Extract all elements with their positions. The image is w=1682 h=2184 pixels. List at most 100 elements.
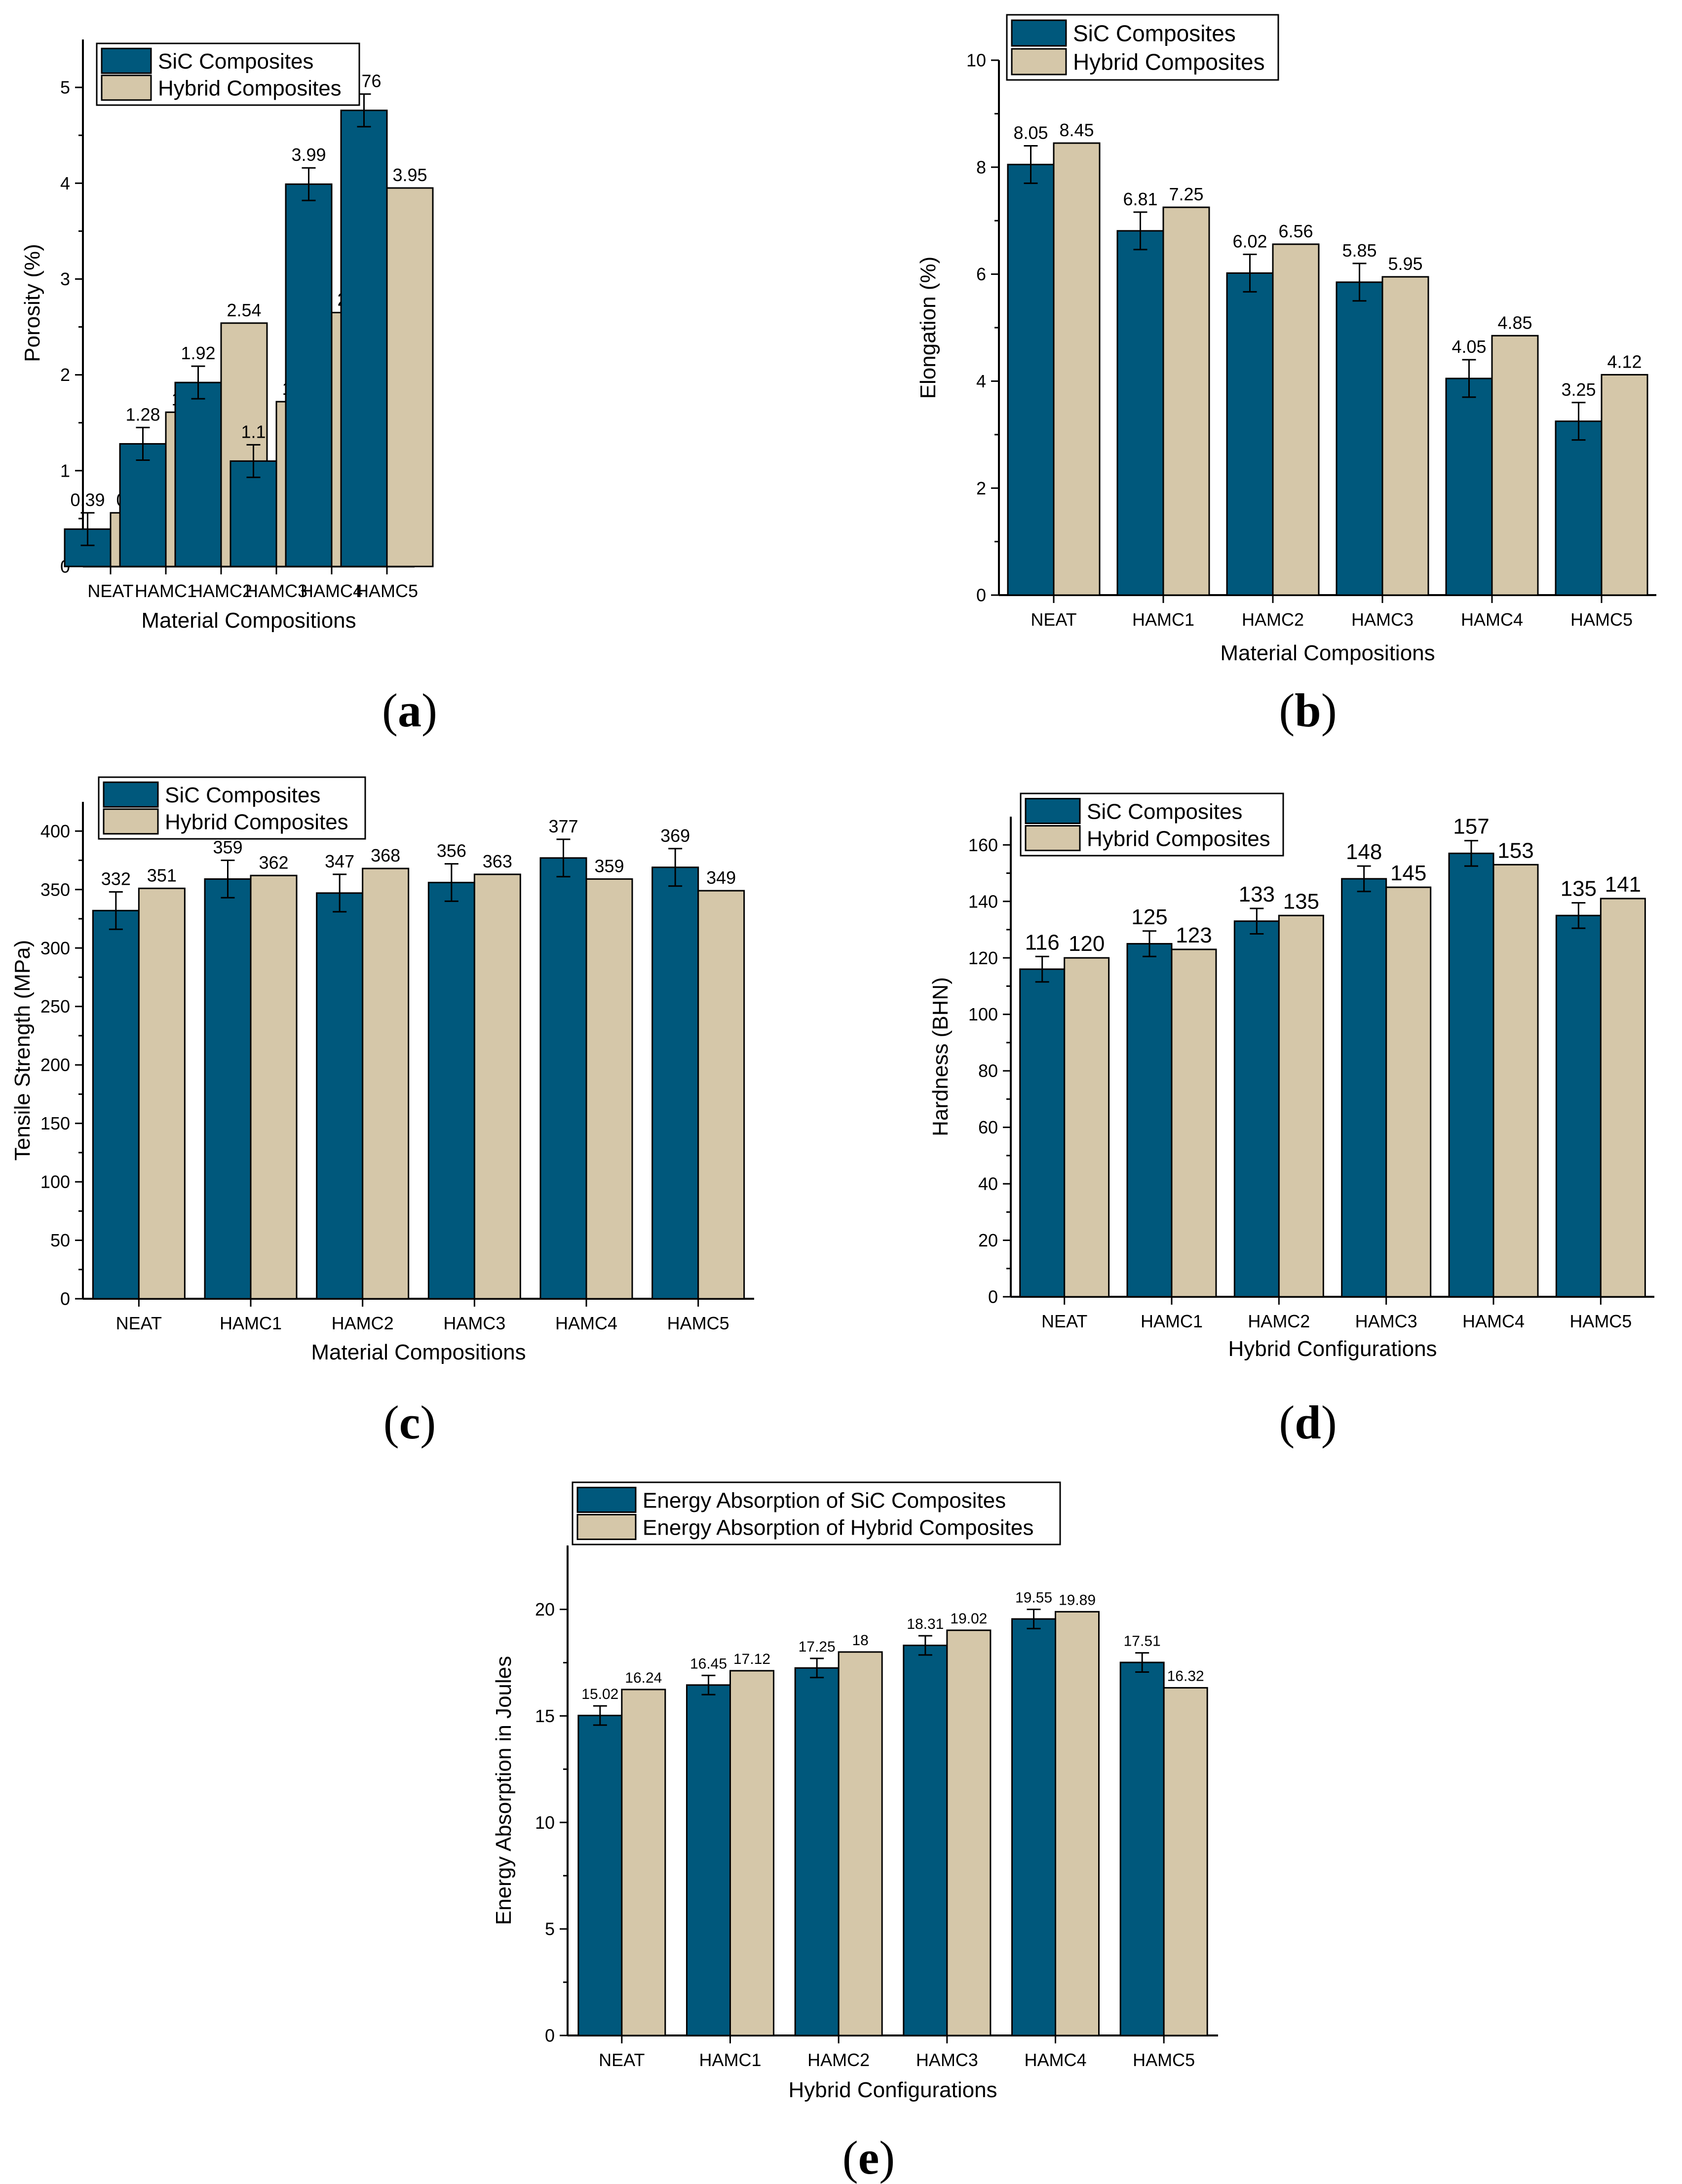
data-label-sic: 116 (1025, 930, 1060, 954)
chart-b: 0 2 4 6 8 10 NEAT 8.05 8.45 HAMC1 6.81 7.25 HAMC2 6.0… (916, 14, 1656, 737)
data-label-hybrid: 368 (371, 845, 400, 866)
data-label-sic: 3.99 (291, 145, 326, 165)
y-tick-label: 5 (545, 1919, 555, 1939)
bar-sic-hamc5 (651, 866, 699, 1300)
bar-hybrid-hamc1 (250, 874, 298, 1300)
bar-hybrid-neat (621, 1689, 666, 2036)
data-label-sic: 15.02 (581, 1686, 618, 1702)
x-tick-label: HAMC3 (1351, 609, 1414, 630)
x-tick-label: HAMC1 (699, 2050, 761, 2070)
legend: SiC Composites Hybrid Composites (1020, 792, 1284, 857)
bar-hybrid-hamc3 (473, 873, 521, 1300)
bar-sic-hamc3 (1341, 878, 1387, 1298)
bar-sic-hamc3 (229, 460, 277, 567)
data-label-sic: 157 (1453, 815, 1489, 839)
x-tick-label: NEAT (116, 1313, 162, 1333)
x-tick-label: HAMC4 (1462, 1311, 1525, 1331)
y-tick-label: 6 (976, 264, 986, 284)
x-axis-label: Material Compositions (1220, 641, 1435, 665)
legend-box (572, 1481, 1061, 1545)
data-label-sic: 1.28 (125, 404, 160, 424)
x-tick-label: NEAT (87, 581, 133, 601)
legend-label-sic: SiC Composites (1087, 799, 1242, 824)
y-tick-label: 4 (976, 371, 986, 391)
data-label-sic: 148 (1346, 840, 1382, 864)
y-tick-label: 0 (545, 2026, 555, 2046)
y-tick-label: 50 (50, 1230, 70, 1250)
y-tick-label: 300 (40, 938, 70, 958)
bar-sic-hamc2 (1226, 272, 1274, 596)
bar-hybrid-hamc1 (1162, 206, 1210, 596)
legend: Energy Absorption of SiC Composites Energ… (572, 1481, 1061, 1545)
x-tick-label: HAMC4 (1461, 609, 1523, 630)
legend-label-sic: SiC Composites (1073, 21, 1236, 46)
y-tick-label: 40 (978, 1174, 998, 1194)
x-axis-label: Material Compositions (311, 1340, 526, 1364)
legend-label-hybrid: Hybrid Composites (1073, 49, 1265, 75)
bar-hybrid-hamc2 (1278, 914, 1324, 1298)
x-tick-label: HAMC5 (1569, 1311, 1632, 1331)
bar-sic-hamc1 (119, 443, 167, 567)
data-label-sic: 17.25 (799, 1639, 836, 1655)
x-tick-label: HAMC5 (356, 581, 418, 601)
y-tick-label: 5 (60, 77, 70, 98)
x-tick-label: HAMC2 (1242, 609, 1304, 630)
bar-sic-neat (577, 1715, 623, 2036)
bar-hybrid-hamc1 (729, 1670, 774, 2036)
x-tick-label: HAMC5 (1570, 609, 1633, 630)
bar-hybrid-hamc2 (362, 867, 410, 1300)
data-label-hybrid: 359 (594, 856, 624, 876)
legend-label-hybrid: Energy Absorption of Hybrid Composites (643, 1515, 1033, 1540)
y-tick-label: 10 (535, 1812, 555, 1833)
data-label-sic: 0.39 (70, 490, 105, 510)
legend-swatch-hybrid (1025, 825, 1081, 851)
legend-swatch-sic (1025, 798, 1081, 824)
chart-e: 0 5 10 15 20 NEAT 15.02 16.24 HAMC1 16.45 17.12 HAM… (492, 1481, 1218, 2184)
chart-d: 0 20 40 60 80 100 120 140 160 NEAT 116 120 HAMC1 125 1… (928, 792, 1654, 1449)
bar-sic-neat (92, 909, 140, 1300)
legend-label-sic: SiC Composites (158, 49, 313, 74)
x-axis-label: Hybrid Configurations (788, 2078, 997, 2102)
legend-swatch-sic (101, 47, 152, 74)
chart-c: 0 50 100 150 200 250 300 350 400 NEAT 332 351 HAMC1 3… (10, 776, 754, 1449)
bar-hybrid-neat (1064, 957, 1110, 1298)
data-label-hybrid: 351 (147, 865, 177, 885)
data-label-sic: 332 (101, 868, 131, 889)
x-tick-label: HAMC1 (220, 1313, 282, 1333)
data-label-hybrid: 16.32 (1167, 1668, 1204, 1684)
panel-label: (c) (383, 1396, 436, 1449)
x-axis-label: Material Compositions (141, 608, 356, 633)
bar-hybrid-hamc4 (1055, 1611, 1100, 2036)
data-label-hybrid: 123 (1176, 923, 1212, 947)
legend: SiC Composites Hybrid Composites (1006, 14, 1279, 81)
legend-label-sic: SiC Composites (165, 783, 320, 807)
legend-label-hybrid: Hybrid Composites (1087, 827, 1270, 851)
y-tick-label: 0 (60, 1289, 70, 1309)
y-tick-label: 400 (40, 821, 70, 841)
data-label-sic: 4.05 (1452, 337, 1486, 357)
legend-swatch-sic (1011, 19, 1067, 47)
data-label-sic: 5.85 (1342, 240, 1376, 261)
bar-hybrid-hamc4 (1491, 335, 1539, 596)
y-tick-label: 1 (60, 460, 70, 481)
bar-hybrid-hamc4 (585, 878, 633, 1300)
chart-a: 012345NEAT0.390.56HAMC11.281.61HAMC21.92… (20, 39, 437, 737)
legend-swatch-hybrid (576, 1514, 637, 1540)
bar-sic-hamc4 (539, 857, 587, 1300)
x-tick-label: HAMC1 (135, 581, 197, 601)
panel-label: (a) (382, 684, 437, 737)
bar-hybrid-hamc3 (1385, 886, 1432, 1298)
bar-hybrid-hamc5 (1601, 374, 1648, 596)
y-tick-label: 140 (968, 891, 998, 911)
bar-hybrid-hamc5 (1163, 1687, 1208, 2036)
bar-hybrid-hamc5 (386, 187, 434, 567)
legend: SiC Composites Hybrid Composites (98, 776, 366, 840)
data-label-sic: 8.05 (1013, 122, 1048, 143)
data-label-sic: 19.55 (1015, 1590, 1052, 1606)
data-label-hybrid: 17.12 (733, 1651, 770, 1667)
y-tick-label: 200 (40, 1055, 70, 1075)
data-label-sic: 377 (548, 816, 578, 836)
y-tick-label: 100 (968, 1004, 998, 1024)
bar-sic-hamc4 (1448, 852, 1494, 1298)
